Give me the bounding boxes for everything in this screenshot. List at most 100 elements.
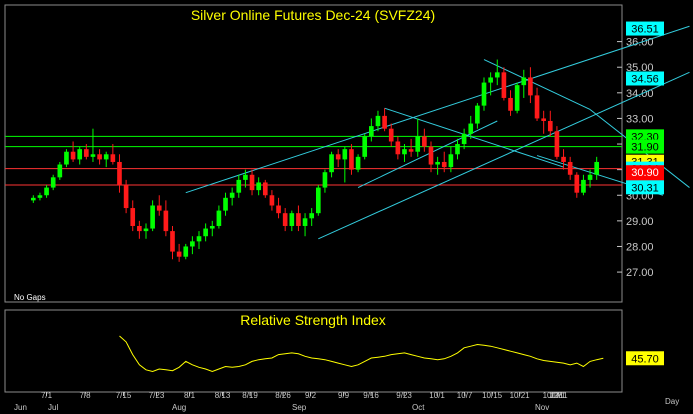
rsi-title: Relative Strength Index: [240, 312, 386, 328]
candle-body: [494, 72, 500, 78]
candle-body: [64, 151, 69, 165]
price-label-text: 36.51: [631, 24, 659, 36]
candle-body: [388, 128, 394, 142]
month-label: Nov: [535, 403, 549, 412]
candle-body: [508, 97, 513, 111]
y-tick-label: 27.00: [626, 267, 654, 279]
candle-body: [110, 154, 116, 162]
candle-body: [262, 182, 268, 196]
candle-body: [315, 187, 321, 214]
candle-body: [528, 77, 533, 96]
candle-body: [90, 154, 96, 157]
candle-body: [481, 82, 487, 106]
trendline: [384, 107, 564, 168]
candle-body: [296, 213, 301, 226]
candle-body: [554, 131, 560, 157]
candle-body: [574, 174, 580, 193]
candle-body: [50, 177, 56, 188]
candle-body: [196, 236, 202, 242]
candle-body: [156, 205, 162, 211]
candle-body: [190, 241, 195, 247]
candle-body: [243, 174, 248, 180]
candle-body: [329, 154, 334, 173]
price-label-text: 31.90: [631, 142, 659, 154]
candle-body: [203, 228, 208, 237]
candle-body: [369, 126, 374, 137]
date-tick-label: 7/1: [41, 391, 53, 400]
rsi-panel-frame: [4, 309, 623, 393]
price-label-badge: [626, 71, 664, 86]
date-tick-label: 10/15: [482, 391, 503, 400]
candle-body: [256, 182, 261, 191]
date-tick-label: 8/13: [215, 391, 231, 400]
candle-body: [455, 144, 460, 155]
rsi-line: [119, 335, 604, 373]
candle-body: [123, 185, 129, 209]
candle-body: [209, 225, 215, 229]
trendline: [357, 120, 498, 189]
candle-body: [97, 154, 102, 160]
date-tick-label: 10/28: [543, 391, 564, 400]
no-gaps-note: No Gaps: [14, 293, 46, 302]
candle-body: [415, 136, 421, 152]
candle-body: [362, 136, 368, 157]
candle-body: [402, 149, 407, 155]
date-tick-label: 7/23: [149, 391, 165, 400]
price-label-badge: [626, 139, 664, 154]
candle-body: [57, 164, 63, 178]
y-tick-label: 28.00: [626, 241, 654, 253]
y-tick-label: 33.00: [626, 113, 654, 125]
date-tick-label: 8/19: [242, 391, 258, 400]
candle-body: [70, 151, 76, 160]
month-label: Oct: [412, 403, 425, 412]
candle-body: [581, 179, 586, 193]
y-tick-label: 34.00: [626, 88, 654, 100]
candle-body: [216, 210, 222, 226]
candle-body: [594, 161, 600, 175]
rsi-value-text: 45.70: [631, 353, 659, 365]
rsi-value-badge: [626, 351, 664, 366]
date-tick-label: 8/1: [184, 391, 196, 400]
candle-body: [137, 225, 142, 232]
candle-body: [587, 174, 593, 180]
candle-body: [183, 246, 189, 257]
candle-body: [468, 123, 474, 134]
month-label: Aug: [172, 403, 186, 412]
price-label-badge: [626, 180, 664, 195]
candle-body: [150, 205, 155, 229]
candle-body: [422, 136, 427, 147]
candle-body: [289, 213, 295, 226]
y-tick-label: 29.00: [626, 216, 654, 228]
candle-body: [77, 149, 83, 160]
month-label: Sep: [292, 403, 307, 412]
candle-body: [448, 154, 454, 168]
candle-body: [84, 149, 89, 157]
candle-body: [375, 115, 381, 127]
candle-body: [382, 115, 387, 129]
date-tick-label: 9/16: [363, 391, 379, 400]
candle-body: [176, 251, 182, 257]
date-tick-label: 9/23: [396, 391, 412, 400]
trendline: [185, 25, 690, 194]
candle-body: [44, 187, 49, 196]
candle-body: [143, 228, 149, 232]
candle-body: [541, 118, 546, 121]
candle-body: [408, 149, 414, 152]
price-label-badge: [626, 21, 664, 36]
price-label-text: 30.90: [631, 167, 659, 179]
candle-body: [229, 192, 235, 198]
price-label-badge: [626, 165, 664, 180]
candle-body: [37, 195, 43, 198]
candle-body: [236, 179, 242, 193]
date-tick-label: 10/7: [457, 391, 473, 400]
candle-body: [561, 156, 566, 162]
month-label: Jun: [14, 403, 27, 412]
date-tick-label: 9/9: [338, 391, 350, 400]
candle-body: [309, 213, 315, 219]
candle-body: [130, 208, 136, 226]
candle-body: [441, 161, 447, 168]
date-tick-label: 7/15: [116, 391, 132, 400]
candle-body: [335, 154, 341, 160]
candle-body: [567, 161, 573, 175]
candle-body: [269, 195, 275, 206]
